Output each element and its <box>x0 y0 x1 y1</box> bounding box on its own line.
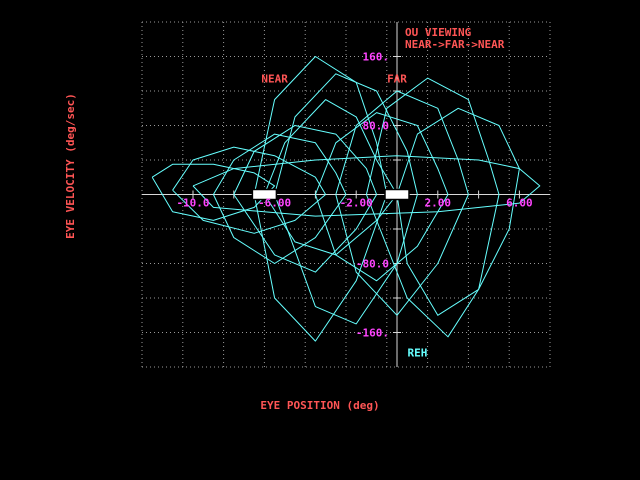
tick-labels: -10.0 -6.00 -2.00 2.00 6.00 160. 80.0 -80.0 -160… <box>176 51 532 340</box>
annotation-near: NEAR <box>261 72 288 85</box>
annotation-far: FAR <box>387 72 407 85</box>
series-line <box>263 99 398 256</box>
series-line <box>314 112 449 282</box>
series-line <box>253 56 388 342</box>
y-tick-label: -80.0 <box>356 258 389 271</box>
series-line <box>151 163 276 221</box>
series-line <box>172 146 327 234</box>
y-axis-label: EYE VELOCITY (deg/sec) <box>64 93 77 239</box>
series-line <box>396 107 520 316</box>
series-line <box>212 133 347 264</box>
near-target-marker <box>251 188 278 201</box>
series-line <box>192 155 541 217</box>
x-tick-label: 6.00 <box>506 197 533 210</box>
far-target-marker <box>384 188 410 201</box>
chart-title-line-1: OU VIEWING <box>405 26 472 39</box>
series-line <box>233 125 378 273</box>
y-tick-label: 80.0 <box>363 120 390 133</box>
chart-title-line-2: NEAR->FAR->NEAR <box>405 38 505 51</box>
series-line <box>365 77 500 338</box>
x-axis-label: EYE POSITION (deg) <box>260 399 379 412</box>
x-tick-label: 2.00 <box>425 197 452 210</box>
data-series <box>151 56 541 342</box>
annotations: NEAR FAR REH <box>261 72 427 359</box>
series-line <box>274 73 418 325</box>
x-tick-label: -2.00 <box>340 197 373 210</box>
annotation-reh: REH <box>407 347 427 360</box>
x-tick-label: -6.00 <box>258 197 291 210</box>
y-tick-label: -160. <box>356 327 389 340</box>
x-tick-label: -10.0 <box>176 197 209 210</box>
target-markers <box>251 188 410 201</box>
y-tick-label: 160. <box>363 51 390 64</box>
